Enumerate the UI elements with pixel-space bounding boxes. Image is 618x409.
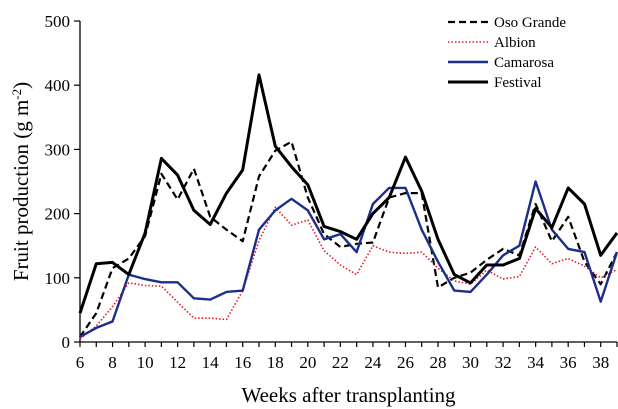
x-tick-label: 18 bbox=[267, 353, 284, 372]
x-tick-label: 36 bbox=[560, 353, 577, 372]
series-line-oso-grande bbox=[79, 140, 618, 338]
y-tick-label: 100 bbox=[45, 269, 71, 288]
series-lines bbox=[78, 73, 618, 340]
x-tick-label: 38 bbox=[592, 353, 609, 372]
x-tick-label: 32 bbox=[495, 353, 512, 372]
x-tick-label: 30 bbox=[462, 353, 479, 372]
series-line-camarosa bbox=[79, 180, 618, 338]
series-line-festival bbox=[78, 73, 618, 314]
x-tick-label: 14 bbox=[202, 353, 220, 372]
y-axis-title-close: ) bbox=[9, 82, 33, 89]
y-tick-label: 200 bbox=[45, 205, 71, 224]
y-tick-label: 500 bbox=[45, 12, 71, 31]
x-axis-ticks: 6 8 10 12 14 16 18 20 22 24 26 28 30 32 34 36 38 bbox=[76, 342, 618, 372]
x-tick-label: 28 bbox=[430, 353, 447, 372]
y-tick-label: 0 bbox=[62, 333, 71, 352]
series-line-albion bbox=[79, 206, 618, 340]
y-axis-title: Fruit production (g m-2) bbox=[9, 82, 33, 281]
x-axis-title: Weeks after transplanting bbox=[241, 383, 456, 407]
x-tick-label: 20 bbox=[299, 353, 316, 372]
legend-label: Albion bbox=[494, 35, 536, 51]
y-tick-label: 400 bbox=[45, 76, 71, 95]
x-tick-label: 16 bbox=[234, 353, 251, 372]
y-axis-title-main: Fruit production (g m bbox=[9, 100, 33, 281]
axes bbox=[79, 21, 617, 343]
legend: Oso Grande Albion Camarosa Festival bbox=[448, 15, 566, 91]
x-tick-label: 34 bbox=[527, 353, 545, 372]
x-tick-label: 8 bbox=[108, 353, 117, 372]
x-tick-label: 10 bbox=[137, 353, 154, 372]
y-axis-title-superscript: -2 bbox=[9, 89, 24, 100]
legend-label: Festival bbox=[494, 75, 542, 91]
x-tick-label: 24 bbox=[364, 353, 382, 372]
x-tick-label: 12 bbox=[169, 353, 186, 372]
y-tick-label: 300 bbox=[45, 140, 71, 159]
legend-label: Oso Grande bbox=[494, 15, 566, 31]
x-tick-label: 26 bbox=[397, 353, 414, 372]
x-tick-label: 22 bbox=[332, 353, 349, 372]
y-axis-ticks: 0 100 200 300 400 500 bbox=[45, 12, 80, 352]
x-tick-label: 6 bbox=[76, 353, 85, 372]
legend-label: Camarosa bbox=[494, 55, 554, 71]
